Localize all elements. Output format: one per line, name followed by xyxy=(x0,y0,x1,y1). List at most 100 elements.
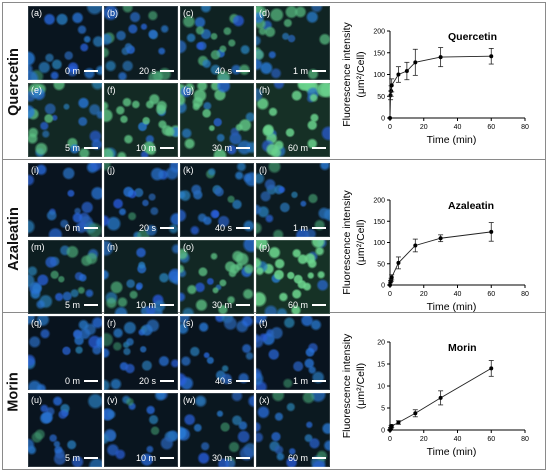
panel-label: (i) xyxy=(31,165,39,175)
micrograph-panel: (j) 20 s xyxy=(104,163,178,237)
micrograph-panel: (d) 1 m xyxy=(256,6,330,80)
micrograph-panel: (i) 0 m xyxy=(28,163,102,237)
panel-label: (q) xyxy=(31,318,42,328)
micrograph-panel: (a) 0 m xyxy=(28,6,102,80)
micrograph-panel: (f) 10 m xyxy=(104,83,178,157)
scale-bar xyxy=(84,457,98,459)
panel-time: 5 m xyxy=(64,143,80,153)
micrograph-panel: (w) 30 m xyxy=(180,393,254,467)
scale-bar xyxy=(160,227,174,229)
panel-time: 5 m xyxy=(64,300,80,310)
scale-bar xyxy=(160,147,174,149)
scale-bar xyxy=(312,70,326,72)
scale-bar xyxy=(236,380,250,382)
scale-bar xyxy=(236,304,250,306)
panel-label: (v) xyxy=(107,395,118,405)
micrograph-panel: (b) 20 s xyxy=(104,6,178,80)
scale-bar xyxy=(84,147,98,149)
scale-bar xyxy=(84,227,98,229)
panel-time: 60 m xyxy=(287,143,308,153)
micrograph-panel: (r) 20 s xyxy=(104,316,178,390)
panel-time: 10 m xyxy=(135,453,156,463)
panel-label: (f) xyxy=(107,85,116,95)
micrograph-panel: (n) 10 m xyxy=(104,240,178,314)
compound-name: Quercetin xyxy=(6,48,22,116)
scale-bar xyxy=(312,304,326,306)
panel-time: 30 m xyxy=(211,453,232,463)
compound-name: Azaleatin xyxy=(6,207,23,271)
panel-label: (w) xyxy=(183,395,196,405)
panel-label: (p) xyxy=(259,242,270,252)
panel-label: (x) xyxy=(259,395,270,405)
panel-label: (d) xyxy=(259,8,270,18)
panel-time: 20 s xyxy=(138,66,156,76)
panel-time: 60 m xyxy=(287,300,308,310)
micrograph-panel: (h) 60 m xyxy=(256,83,330,157)
scale-bar xyxy=(236,227,250,229)
scale-bar xyxy=(160,304,174,306)
scale-bar xyxy=(236,457,250,459)
micrograph-panel: (q) 0 m xyxy=(28,316,102,390)
micrograph-panel: (v) 10 m xyxy=(104,393,178,467)
panel-label: (l) xyxy=(259,165,267,175)
panel-label: (h) xyxy=(259,85,270,95)
micrograph-panel: (x) 60 m xyxy=(256,393,330,467)
panel-label: (m) xyxy=(31,242,45,252)
panel-label: (s) xyxy=(183,318,194,328)
micrograph-panel: (u) 5 m xyxy=(28,393,102,467)
scale-bar xyxy=(84,304,98,306)
row-divider xyxy=(2,159,546,160)
panel-time: 5 m xyxy=(64,453,80,463)
panel-label: (u) xyxy=(31,395,42,405)
panel-time: 40 s xyxy=(214,376,232,386)
micrograph-panel: (g) 30 m xyxy=(180,83,254,157)
panel-label: (g) xyxy=(183,85,194,95)
scale-bar xyxy=(312,147,326,149)
panel-label: (t) xyxy=(259,318,268,328)
figure-frame xyxy=(2,2,546,470)
panel-time: 30 m xyxy=(211,143,232,153)
panel-label: (n) xyxy=(107,242,118,252)
panel-label: (r) xyxy=(107,318,116,328)
micrograph-panel: (l) 1 m xyxy=(256,163,330,237)
panel-time: 1 m xyxy=(292,66,308,76)
panel-time: 20 s xyxy=(138,223,156,233)
micrograph-panel: (e) 5 m xyxy=(28,83,102,157)
panel-time: 0 m xyxy=(64,376,80,386)
micrograph-panel: (o) 30 m xyxy=(180,240,254,314)
panel-label: (e) xyxy=(31,85,42,95)
panel-time: 20 s xyxy=(138,376,156,386)
scale-bar xyxy=(312,227,326,229)
row-label-quercetin: Quercetin xyxy=(4,6,24,158)
micrograph-panel: (t) 1 m xyxy=(256,316,330,390)
panel-time: 10 m xyxy=(135,300,156,310)
panel-label: (a) xyxy=(31,8,42,18)
micrograph-panel: (c) 40 s xyxy=(180,6,254,80)
panel-label: (k) xyxy=(183,165,194,175)
panel-time: 1 m xyxy=(292,223,308,233)
panel-time: 10 m xyxy=(135,143,156,153)
micrograph-panel: (m) 5 m xyxy=(28,240,102,314)
scale-bar xyxy=(84,70,98,72)
micrograph-panel: (p) 60 m xyxy=(256,240,330,314)
row-label-azaleatin: Azaleatin xyxy=(4,163,24,315)
scale-bar xyxy=(160,457,174,459)
panel-label: (o) xyxy=(183,242,194,252)
panel-time: 60 m xyxy=(287,453,308,463)
panel-time: 0 m xyxy=(64,66,80,76)
scale-bar xyxy=(312,380,326,382)
panel-time: 30 m xyxy=(211,300,232,310)
scale-bar xyxy=(236,70,250,72)
scale-bar xyxy=(160,380,174,382)
micrograph-panel: (s) 40 s xyxy=(180,316,254,390)
panel-label: (j) xyxy=(107,165,115,175)
panel-time: 40 s xyxy=(214,66,232,76)
panel-time: 1 m xyxy=(292,376,308,386)
scale-bar xyxy=(236,147,250,149)
panel-time: 40 s xyxy=(214,223,232,233)
row-label-morin: Morin xyxy=(4,316,24,468)
panel-label: (b) xyxy=(107,8,118,18)
panel-label: (c) xyxy=(183,8,194,18)
scale-bar xyxy=(84,380,98,382)
scale-bar xyxy=(160,70,174,72)
